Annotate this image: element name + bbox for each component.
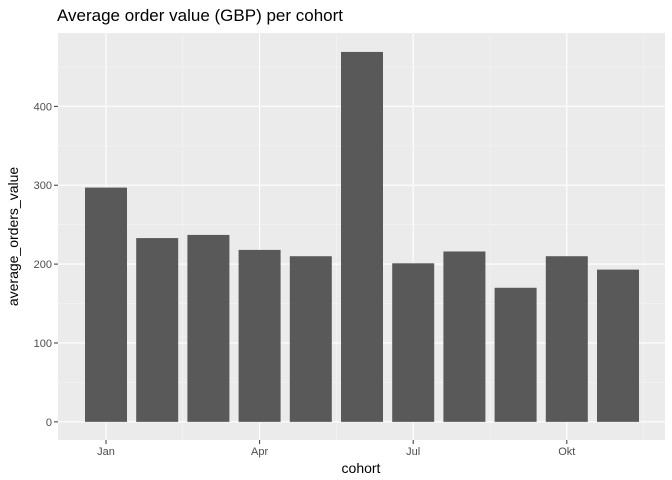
bar-2020-08 [443, 251, 486, 422]
x-tick-label: Jul [406, 446, 420, 458]
y-tick-label: 400 [34, 101, 52, 113]
bar-2020-03 [187, 234, 230, 422]
y-tick-label: 300 [34, 180, 52, 192]
chart-title: Average order value (GBP) per cohort [57, 6, 343, 25]
x-tick-label: Jan [97, 446, 115, 458]
bar-2020-09 [494, 287, 537, 422]
y-tick-label: 100 [34, 338, 52, 350]
bar-2020-06 [341, 51, 383, 422]
bar-2020-04 [238, 249, 281, 422]
x-tick-label: Apr [251, 446, 268, 458]
y-axis-title: average_orders_value [5, 167, 21, 307]
bar-2020-02 [136, 238, 179, 422]
x-axis-title: cohort [342, 460, 381, 476]
y-tick-label: 200 [34, 259, 52, 271]
bar-2020-01 [85, 187, 127, 422]
bar-2020-11 [597, 269, 639, 422]
x-tick-label: Okt [558, 446, 575, 458]
bar-2020-05 [289, 256, 332, 422]
y-axis: 0 100 200 300 400 [34, 101, 58, 429]
bar-2020-10 [545, 256, 588, 422]
bars [85, 51, 639, 422]
y-tick-label: 0 [46, 417, 52, 429]
bar-2020-07 [392, 263, 435, 422]
x-axis: Jan Apr Jul Okt [97, 440, 575, 458]
